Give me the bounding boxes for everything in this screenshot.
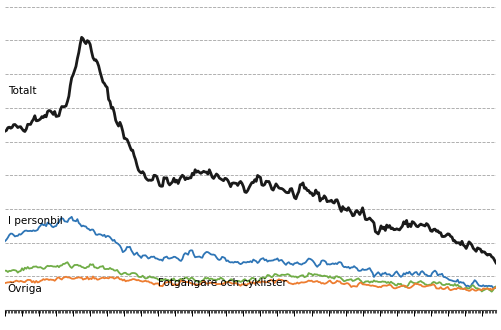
- Text: I personbil: I personbil: [8, 216, 63, 226]
- Text: Totalt: Totalt: [8, 86, 37, 96]
- Text: Övriga: Övriga: [8, 282, 43, 294]
- Text: Fotgängare och cyklister: Fotgängare och cyklister: [158, 278, 287, 288]
